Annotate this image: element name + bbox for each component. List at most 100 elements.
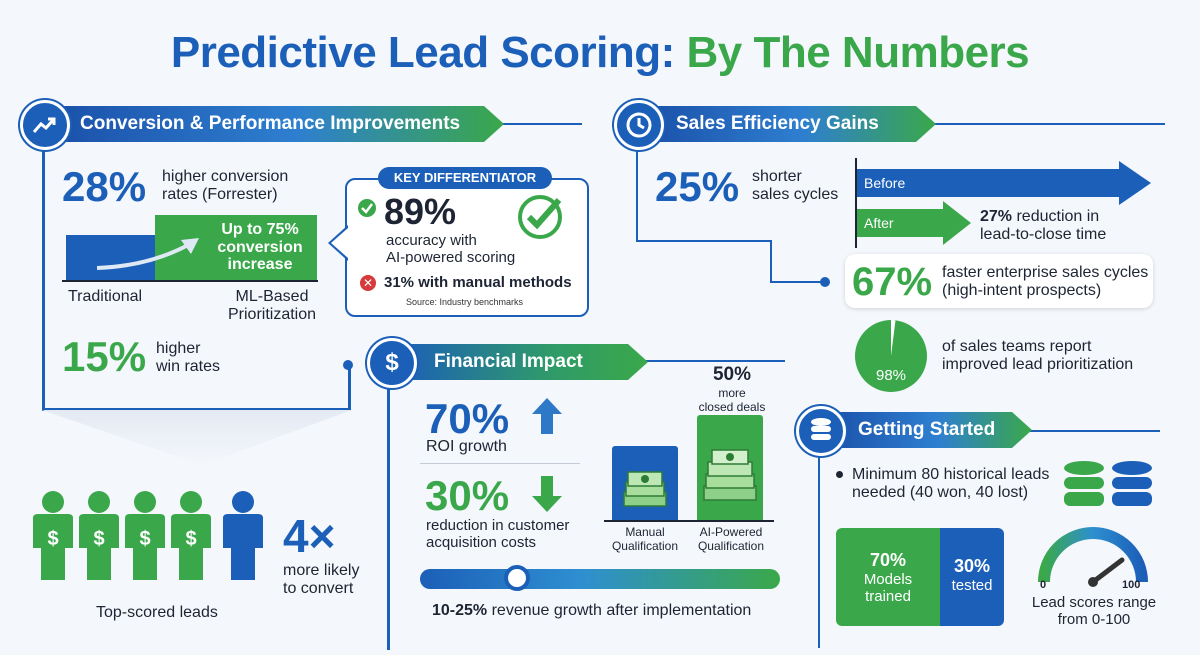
pie-text-line: improved lead prioritization bbox=[942, 356, 1134, 374]
bar-baseline bbox=[62, 280, 318, 282]
ai-bar-label-line: Qualification bbox=[697, 538, 765, 553]
big-checkmark-icon bbox=[518, 195, 562, 239]
cash-pile-icon bbox=[703, 449, 757, 501]
people-group: $ $ $ $ bbox=[30, 490, 280, 580]
section-connector-line bbox=[818, 448, 820, 648]
conversion-rate-text: higher conversion rates (Forrester) bbox=[162, 168, 288, 205]
accuracy-text-line: AI-powered scoring bbox=[386, 249, 516, 267]
svg-text:$: $ bbox=[185, 528, 196, 550]
svg-text:$: $ bbox=[47, 528, 58, 550]
section-connector-line bbox=[770, 281, 825, 283]
section-connector-line bbox=[1030, 430, 1160, 432]
sales-cycle-text-line: sales cycles bbox=[752, 186, 839, 204]
before-label: Before bbox=[864, 175, 906, 191]
conversion-rate-value: 28% bbox=[62, 163, 147, 210]
manual-bar-label: Manual Qualification bbox=[600, 525, 690, 554]
win-rate-text-line: higher bbox=[156, 340, 201, 357]
cac-text-line: acquisition costs bbox=[426, 534, 537, 552]
database-green-icon bbox=[1064, 461, 1104, 506]
before-arrow bbox=[857, 161, 1151, 205]
bar-label-ml-line: ML-Based bbox=[235, 288, 309, 305]
accuracy-value: 89% bbox=[384, 191, 457, 232]
multiplier-text-line: more likely bbox=[283, 562, 360, 579]
dollar-icon: $ bbox=[367, 338, 417, 388]
timeline-axis bbox=[855, 158, 857, 248]
accuracy-text: accuracy with AI-powered scoring bbox=[386, 232, 515, 267]
accuracy-text-line: accuracy with bbox=[386, 232, 477, 249]
getting-started-header: Getting Started bbox=[822, 412, 1032, 448]
cross-circle-icon: ✕ bbox=[360, 275, 376, 291]
reduction-text: 27% reduction in lead-to-close time bbox=[980, 208, 1106, 245]
enterprise-text-line: faster enterprise sales cycles bbox=[942, 264, 1149, 281]
section-connector-line bbox=[636, 240, 771, 242]
roi-text: ROI growth bbox=[426, 438, 507, 455]
callout-pointer bbox=[328, 225, 348, 261]
section-connector-line bbox=[42, 140, 45, 410]
clock-icon bbox=[614, 100, 664, 150]
tested-label: 30% tested bbox=[940, 556, 1004, 594]
score-gauge bbox=[1038, 527, 1148, 587]
ai-bar-label-line: AI-Powered bbox=[699, 525, 763, 539]
sales-cycle-value: 25% bbox=[655, 163, 740, 210]
section-connector-line bbox=[625, 360, 785, 362]
multiplier-value: 4× bbox=[283, 510, 336, 562]
pie-value: 98% bbox=[876, 367, 906, 384]
differentiator-card bbox=[345, 178, 589, 317]
conversion-rate-text-line: rates (Forrester) bbox=[162, 186, 278, 204]
section-connector-line bbox=[387, 380, 390, 650]
title-part-2: By The Numbers bbox=[686, 28, 1030, 77]
tested-block bbox=[940, 528, 1004, 626]
trained-value: 70% bbox=[869, 550, 907, 570]
win-rate-value: 15% bbox=[62, 333, 147, 380]
section-connector-line bbox=[636, 140, 638, 240]
trained-text-line: Models bbox=[863, 570, 913, 588]
database-icon bbox=[796, 406, 846, 456]
revenue-slider-track bbox=[420, 569, 780, 589]
arrow-down-icon bbox=[532, 476, 562, 512]
svg-text:$: $ bbox=[139, 528, 150, 550]
enterprise-text: faster enterprise sales cycles (high-int… bbox=[942, 264, 1148, 301]
growth-arrow-icon bbox=[96, 238, 199, 270]
divider bbox=[420, 463, 580, 464]
person-icon-green: $ bbox=[168, 490, 214, 585]
connector-dot bbox=[820, 277, 830, 287]
traditional-bar bbox=[66, 235, 156, 280]
ai-bar-label: AI-Powered Qualification bbox=[686, 525, 776, 554]
person-icon-green: $ bbox=[76, 490, 122, 585]
efficiency-header: Sales Efficiency Gains bbox=[640, 106, 936, 142]
bar-callout: Up to 75% conversion increase bbox=[205, 221, 315, 274]
trained-block bbox=[836, 528, 940, 626]
source-note: Source: Industry benchmarks bbox=[406, 297, 524, 307]
pie-text: of sales teams report improved lead prio… bbox=[942, 338, 1133, 375]
manual-methods-text: 31% with manual methods bbox=[384, 274, 572, 291]
gauge-text-line: Lead scores range bbox=[1031, 594, 1157, 611]
win-rate-text-line: win rates bbox=[156, 358, 221, 376]
cac-value: 30% bbox=[425, 472, 510, 519]
after-arrow bbox=[857, 201, 971, 245]
person-icon-green: $ bbox=[30, 490, 76, 585]
revenue-slider-knob[interactable] bbox=[504, 565, 530, 591]
after-label: After bbox=[864, 215, 894, 231]
gauge-min-label: 0 bbox=[1040, 579, 1047, 591]
manual-bar-label-line: Qualification bbox=[611, 538, 679, 553]
enterprise-text-line: (high-intent prospects) bbox=[942, 282, 1102, 300]
top-scored-caption: Top-scored leads bbox=[96, 604, 218, 621]
roi-value: 70% bbox=[425, 395, 510, 442]
enterprise-value: 67% bbox=[852, 260, 933, 304]
section-connector-line bbox=[348, 368, 351, 410]
cac-text-line: reduction in customer bbox=[426, 517, 570, 534]
database-blue-icon bbox=[1112, 461, 1152, 506]
section-connector-line bbox=[770, 240, 772, 282]
reduction-text-line: lead-to-close time bbox=[980, 226, 1107, 244]
conversion-rate-text-line: higher conversion bbox=[162, 168, 289, 185]
tested-text-line: tested bbox=[951, 576, 993, 594]
page-title: Predictive Lead Scoring: By The Numbers bbox=[0, 28, 1200, 78]
funnel-shape bbox=[42, 410, 352, 465]
gauge-text: Lead scores range from 0-100 bbox=[1024, 594, 1164, 629]
financial-header: Financial Impact bbox=[398, 344, 648, 380]
gauge-text-line: from 0-100 bbox=[1057, 611, 1131, 629]
pie-text-line: of sales teams report bbox=[942, 338, 1092, 355]
bar-label-ml: ML-Based Prioritization bbox=[228, 288, 316, 325]
bar-label-ml-line: Prioritization bbox=[228, 306, 317, 324]
conversion-header: Conversion & Performance Improvements bbox=[44, 106, 504, 142]
